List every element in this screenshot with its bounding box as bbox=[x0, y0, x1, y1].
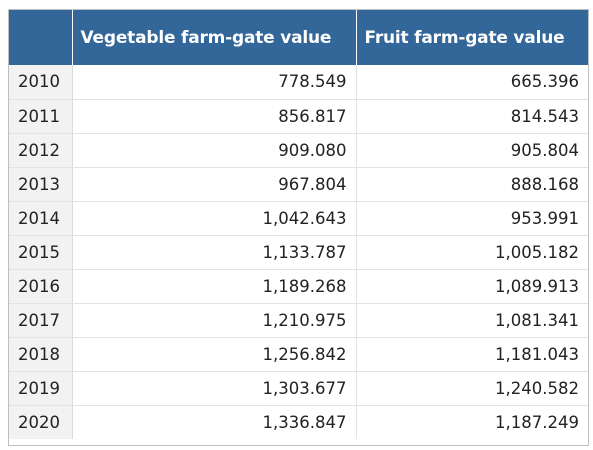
table-header: Vegetable farm-gate value Fruit farm-gat… bbox=[9, 10, 588, 65]
table-row: 2017 1,210.975 1,081.341 bbox=[9, 303, 588, 338]
vegetable-value-cell: 1,303.677 bbox=[72, 371, 357, 406]
vegetable-value-cell: 967.804 bbox=[72, 167, 357, 202]
fruit-value-cell: 1,187.249 bbox=[495, 412, 579, 432]
vegetable-value-cell: 1,210.975 bbox=[72, 303, 357, 338]
year-cell: 2016 bbox=[9, 269, 73, 304]
vegetable-value-cell: 1,256.842 bbox=[72, 337, 357, 372]
year-cell: 2015 bbox=[9, 235, 73, 270]
fruit-value-cell: 1,005.182 bbox=[356, 235, 588, 270]
vegetable-value-cell: 778.549 bbox=[72, 65, 357, 100]
table-row: 2013 967.804 888.168 bbox=[9, 167, 588, 202]
year-cell: 2019 bbox=[9, 371, 73, 406]
vegetable-value-cell: 856.817 bbox=[72, 99, 357, 134]
table-row: 2011 856.817 814.543 bbox=[9, 99, 588, 134]
fruit-value-cell: 905.804 bbox=[356, 133, 588, 168]
table-row: 2016 1,189.268 1,089.913 bbox=[9, 269, 588, 304]
fruit-value-cell: 953.991 bbox=[356, 201, 588, 236]
fruit-value-cell: 888.168 bbox=[356, 167, 588, 202]
year-cell: 2017 bbox=[9, 303, 73, 338]
fruit-value-cell: 665.396 bbox=[356, 65, 588, 100]
year-cell: 2010 bbox=[9, 65, 73, 100]
table-row: 2012 909.080 905.804 bbox=[9, 133, 588, 168]
year-cell: 2014 bbox=[9, 201, 73, 236]
header-corner-cell bbox=[9, 10, 73, 65]
fruit-value-cell: 1,089.913 bbox=[356, 269, 588, 304]
year-cell: 2020 bbox=[9, 405, 73, 439]
fruit-value-cell: 1,181.043 bbox=[356, 337, 588, 372]
header-vegetable: Vegetable farm-gate value bbox=[72, 10, 357, 65]
table-body: 2010 778.549 665.396 2011 856.817 814.543 2012… bbox=[9, 65, 588, 439]
vegetable-value-cell: 1,042.643 bbox=[72, 201, 357, 236]
table-row: 2020 1,336.847 1,187.249 bbox=[9, 405, 588, 439]
table-row: 2018 1,256.842 1,181.043 bbox=[9, 337, 588, 372]
data-table-frame: Vegetable farm-gate value Fruit farm-gat… bbox=[8, 9, 589, 446]
table-row: 2015 1,133.787 1,005.182 bbox=[9, 235, 588, 270]
vegetable-value-cell: 909.080 bbox=[72, 133, 357, 168]
table-row: 2010 778.549 665.396 bbox=[9, 65, 588, 100]
header-row: Vegetable farm-gate value Fruit farm-gat… bbox=[9, 10, 588, 65]
vegetable-value-cell: 1,336.847 bbox=[72, 405, 357, 439]
fruit-value-cell: 1,081.341 bbox=[356, 303, 588, 338]
data-table: Vegetable farm-gate value Fruit farm-gat… bbox=[9, 10, 588, 439]
year-cell: 2012 bbox=[9, 133, 73, 168]
year-cell: 2011 bbox=[9, 99, 73, 134]
fruit-value-cell: 814.543 bbox=[356, 99, 588, 134]
vegetable-value-cell: 1,189.268 bbox=[72, 269, 357, 304]
table-row: 2014 1,042.643 953.991 bbox=[9, 201, 588, 236]
vegetable-value-cell: 1,133.787 bbox=[72, 235, 357, 270]
table-row: 2019 1,303.677 1,240.582 bbox=[9, 371, 588, 406]
header-fruit: Fruit farm-gate value bbox=[356, 10, 588, 65]
fruit-value-cell: 1,240.582 bbox=[356, 371, 588, 406]
year-cell: 2018 bbox=[9, 337, 73, 372]
year-cell: 2013 bbox=[9, 167, 73, 202]
